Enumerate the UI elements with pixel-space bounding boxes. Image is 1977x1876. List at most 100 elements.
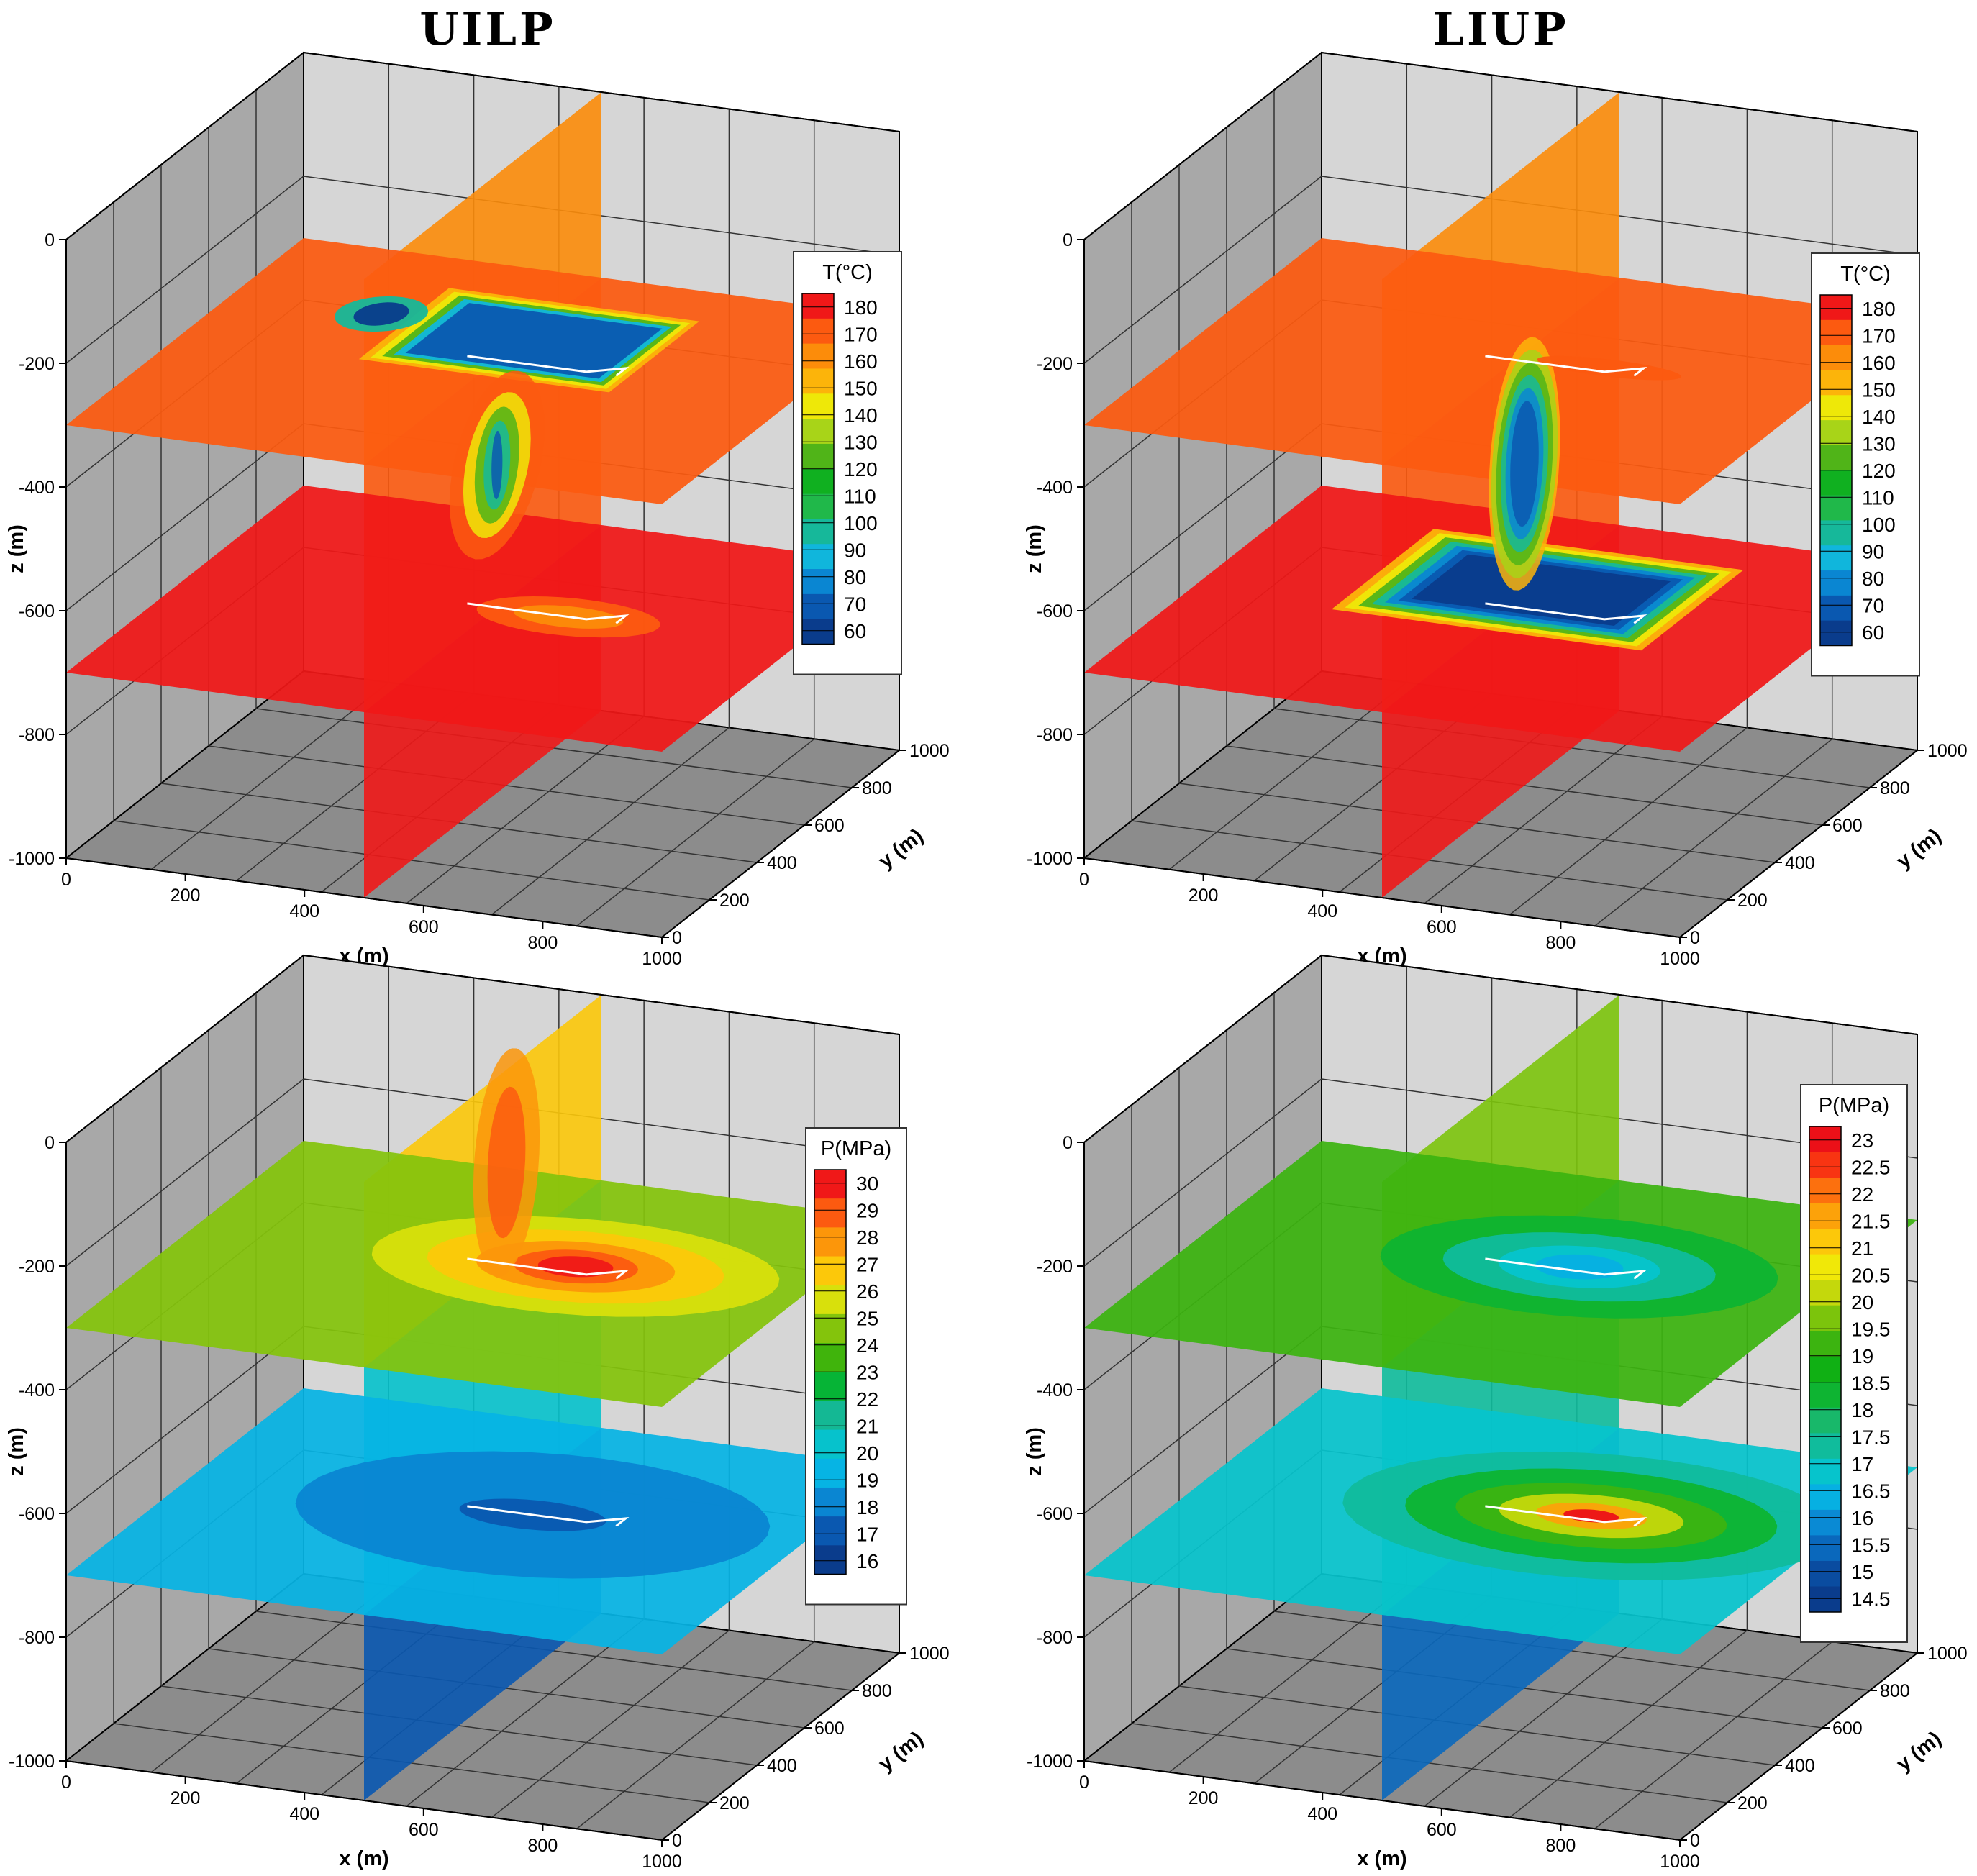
- legend-level-label: 170: [1862, 324, 1896, 347]
- grid-line: [1509, 727, 1748, 916]
- legend-level-label: 18.5: [1851, 1372, 1891, 1394]
- legend-swatch: [1809, 1484, 1841, 1511]
- legend-swatch: [814, 1256, 846, 1286]
- legend-swatch: [814, 1372, 846, 1401]
- y-tick-label: 800: [862, 778, 892, 798]
- y-axis-label: y (m): [874, 824, 927, 873]
- well-trace: [467, 355, 630, 377]
- x-tick-label: 600: [409, 917, 439, 937]
- grid-line: [1083, 1078, 1322, 1267]
- legend-swatch: [1809, 1305, 1841, 1331]
- grid-line: [406, 716, 645, 904]
- box-edge: [1083, 857, 1681, 938]
- slice-z-upper: [66, 238, 899, 560]
- legend-swatch: [1820, 545, 1852, 571]
- x-tick-label: 0: [1079, 1772, 1089, 1793]
- box-edge: [303, 955, 900, 1035]
- legend-level-label: 21: [1851, 1237, 1873, 1260]
- legend-level-label: 23: [856, 1361, 878, 1383]
- z-tick-label: -600: [1037, 1504, 1073, 1524]
- box-edge: [1083, 1760, 1681, 1841]
- legend-level-label: 22: [856, 1388, 878, 1411]
- contour-region: [1412, 554, 1671, 626]
- legend-level-label: 110: [1862, 486, 1894, 509]
- legend-swatch: [1820, 570, 1852, 596]
- legend-title: T(°C): [1840, 263, 1891, 286]
- grid-line: [491, 1629, 730, 1818]
- slice-z-lower: [66, 486, 899, 752]
- z-tick-label: -200: [19, 1257, 55, 1277]
- legend-level-label: 16: [856, 1550, 878, 1572]
- y-tick-label: 200: [1737, 1793, 1768, 1813]
- legend: T(°C) 180 170 160 150 140 130 120 110 100 90 80 70 60: [793, 251, 902, 675]
- y-tick-label: 600: [1832, 816, 1863, 836]
- legend-swatch: [1809, 1458, 1841, 1485]
- z-tick-label: -600: [19, 1504, 55, 1524]
- slice-z-upper: [1084, 238, 1917, 591]
- legend-swatch: [1820, 470, 1852, 496]
- x-axis-label: x (m): [1357, 1847, 1406, 1870]
- legend-level-label: 23: [1851, 1129, 1873, 1152]
- x-tick-label: 800: [1546, 1836, 1576, 1856]
- legend-swatch: [1820, 370, 1852, 396]
- legend-level-label: 150: [844, 377, 878, 399]
- legend-swatch: [814, 1198, 846, 1228]
- legend-level-label: 150: [1862, 378, 1896, 401]
- panel-title-right: LIUP: [1432, 3, 1568, 55]
- x-tick-label: 200: [1189, 1788, 1219, 1808]
- z-tick-label: 0: [1063, 230, 1073, 250]
- contour-region: [353, 302, 409, 326]
- legend-swatch: [1809, 1254, 1841, 1280]
- x-tick-label: 1000: [642, 1852, 682, 1872]
- x-tick-label: 400: [1307, 901, 1337, 921]
- legend-level-label: 18: [856, 1496, 878, 1518]
- z-tick-label: -1000: [9, 1752, 55, 1772]
- legend-swatch: [1820, 445, 1852, 471]
- legend-level-label: 26: [856, 1280, 878, 1303]
- y-tick-label: 1000: [1927, 1644, 1968, 1664]
- legend-swatch: [802, 468, 834, 495]
- legend-level-label: 60: [1862, 621, 1884, 644]
- legend-level-label: 90: [844, 539, 866, 561]
- legend-swatch: [802, 519, 834, 545]
- legend-level-label: 80: [1862, 568, 1884, 590]
- well-trace: [1485, 1257, 1648, 1280]
- x-tick-label: 0: [61, 870, 71, 890]
- legend-level-label: 90: [1862, 540, 1884, 563]
- slice-z-upper: [66, 1048, 899, 1407]
- legend-level-label: 70: [1862, 594, 1884, 616]
- legend-swatch: [802, 293, 834, 319]
- legend-level-label: 19: [1851, 1345, 1873, 1367]
- x-tick-label: 0: [61, 1772, 71, 1793]
- legend-level-label: 17: [1851, 1453, 1873, 1475]
- legend-swatch: [814, 1170, 846, 1199]
- z-tick-label: -200: [1037, 1257, 1073, 1277]
- legend-swatch: [1820, 319, 1852, 346]
- legend-swatch: [1820, 420, 1852, 446]
- legend-level-label: 20: [1851, 1291, 1873, 1313]
- legend-level-label: 140: [844, 404, 878, 427]
- y-tick-label: 1000: [909, 1644, 950, 1664]
- legend-swatch: [814, 1285, 846, 1315]
- legend-level-label: 15: [1851, 1561, 1873, 1583]
- legend-level-label: 180: [844, 296, 878, 319]
- legend-swatch: [802, 443, 834, 470]
- legend-level-label: 70: [844, 593, 866, 615]
- legend-level-label: 160: [844, 350, 878, 373]
- well-trace: [1485, 355, 1648, 377]
- x-axis-label: x (m): [339, 1847, 388, 1870]
- legend-swatch: [1809, 1229, 1841, 1255]
- box-edge: [65, 1760, 663, 1841]
- y-tick-label: 600: [814, 1718, 845, 1739]
- legend-swatch: [814, 1545, 846, 1575]
- legend-title: T(°C): [822, 261, 873, 284]
- legend-level-label: 28: [856, 1226, 878, 1249]
- legend-level-label: 170: [844, 323, 878, 345]
- grid-line: [150, 682, 389, 870]
- legend-swatch: [1809, 1126, 1841, 1153]
- slice-z-lower: [66, 1388, 899, 1654]
- legend-level-label: 17.5: [1851, 1426, 1891, 1448]
- legend-swatch: [1809, 1560, 1841, 1587]
- legend-level-label: 120: [1862, 460, 1896, 482]
